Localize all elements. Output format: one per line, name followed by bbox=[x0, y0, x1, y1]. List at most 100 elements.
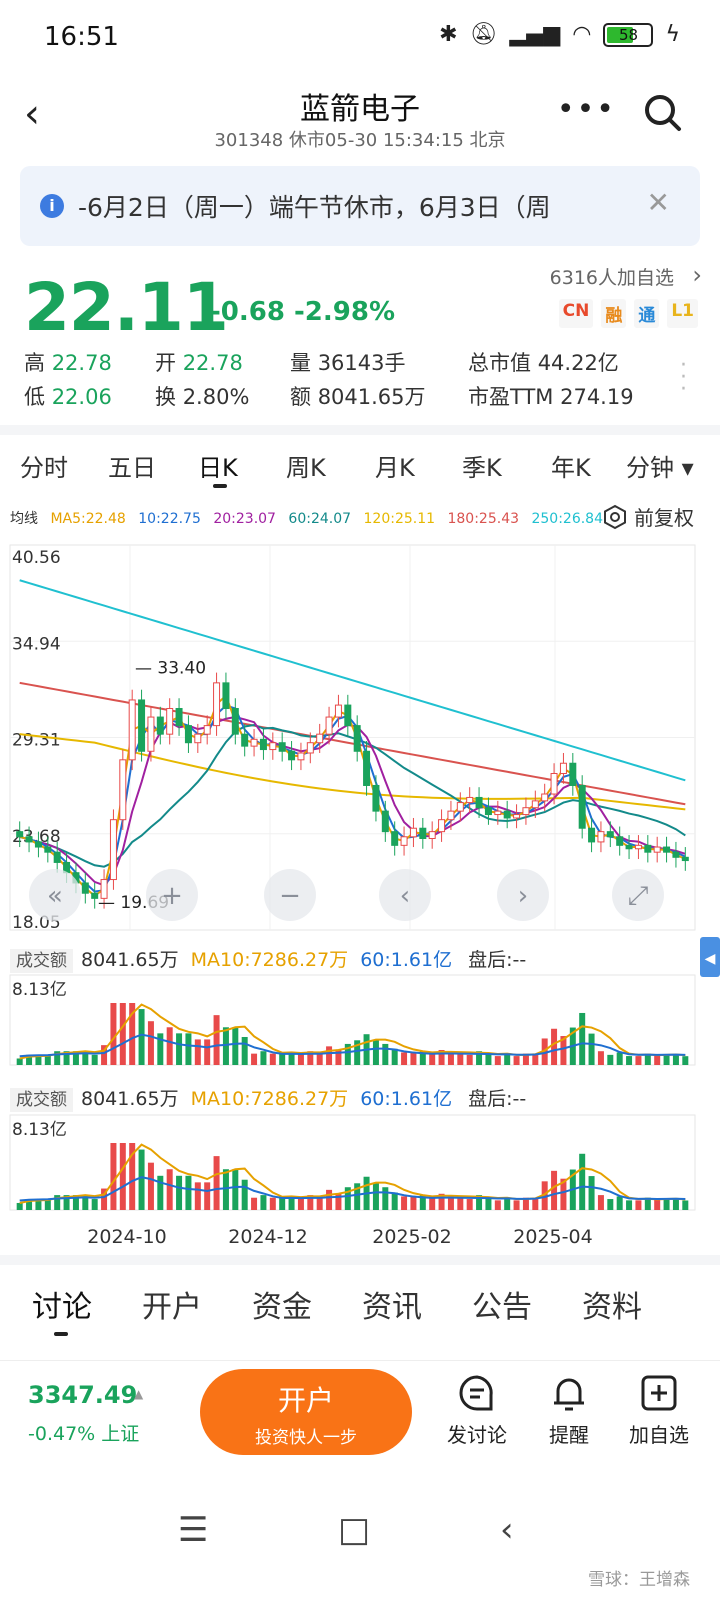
volume-bar bbox=[110, 1143, 117, 1210]
tab-daily-k[interactable]: 日K bbox=[198, 454, 238, 482]
tab-discussion[interactable]: 讨论 bbox=[32, 1290, 92, 1325]
right-icon-glyph: › bbox=[518, 881, 528, 911]
back-nav-icon[interactable]: ‹ bbox=[500, 1510, 514, 1550]
candle bbox=[663, 846, 671, 853]
candle bbox=[44, 846, 52, 853]
volume-bar bbox=[635, 1056, 642, 1065]
volume-bar bbox=[429, 1053, 436, 1065]
post-discussion-button[interactable]: 发讨论 bbox=[432, 1373, 522, 1448]
open-account-button[interactable]: 开户 投资快人一步 bbox=[200, 1369, 412, 1455]
adjust-toggle[interactable]: 前复权 bbox=[602, 502, 694, 531]
candle bbox=[438, 819, 446, 833]
x-tick-label: 2025-04 bbox=[513, 1226, 592, 1248]
status-bar: 16:51 ✱ 🔕︎ ▂▄▆ ◠ 58 ϟ bbox=[0, 0, 720, 80]
collapse-tab-icon: ◀ bbox=[705, 951, 716, 967]
close-icon[interactable]: ✕ bbox=[646, 186, 670, 219]
volume-bar bbox=[335, 1049, 342, 1065]
volume-bar bbox=[35, 1199, 42, 1210]
volume-bar bbox=[616, 1052, 623, 1065]
volume-bar bbox=[532, 1053, 539, 1065]
search-icon[interactable] bbox=[642, 92, 682, 132]
tab-intraday[interactable]: 分时 bbox=[20, 454, 68, 482]
tab-monthly-k[interactable]: 月K bbox=[375, 454, 415, 482]
menu-icon[interactable]: ☰ bbox=[178, 1510, 209, 1550]
left-icon-glyph: ‹ bbox=[400, 881, 410, 911]
home-icon[interactable]: □ bbox=[338, 1510, 371, 1550]
content-tabs: 讨论 开户 资金 资讯 公告 资料 bbox=[0, 1272, 720, 1342]
volume-bar bbox=[682, 1200, 689, 1210]
tab-indicator bbox=[213, 484, 227, 488]
zoom-in-icon bbox=[146, 869, 198, 921]
volume-bar bbox=[551, 1170, 558, 1210]
volume-bar bbox=[410, 1052, 417, 1065]
volume-bar bbox=[269, 1197, 276, 1210]
volume-bar bbox=[147, 1162, 154, 1210]
volume-bar bbox=[251, 1053, 258, 1065]
follower-count[interactable]: 6316人加自选 bbox=[549, 267, 674, 289]
candle bbox=[119, 759, 127, 821]
more-icon[interactable]: ••• bbox=[556, 92, 616, 127]
volume-header: 成交额 8041.65万 MA10:7286.27万 60:1.61亿 盘后:-- bbox=[10, 945, 526, 973]
tab-news[interactable]: 资讯 bbox=[362, 1290, 422, 1325]
chevron-right-icon[interactable]: › bbox=[692, 261, 702, 289]
volume-bar bbox=[44, 1054, 51, 1065]
tab-quarterly-k[interactable]: 季K bbox=[462, 454, 502, 482]
candle bbox=[672, 851, 680, 858]
index-change[interactable]: -0.47% 上证 bbox=[28, 1423, 140, 1445]
candle bbox=[156, 716, 164, 735]
system-nav: ☰ □ ‹ bbox=[0, 1480, 720, 1600]
candle bbox=[513, 814, 521, 819]
tab-5day[interactable]: 五日 bbox=[108, 454, 156, 482]
settings-icon bbox=[604, 504, 626, 529]
volume-bar bbox=[288, 1052, 295, 1065]
ma-legend[interactable]: 均线 MA5:22.48 10:22.75 20:23.07 60:24.07 … bbox=[10, 508, 611, 528]
tab-profile[interactable]: 资料 bbox=[582, 1290, 642, 1325]
tab-weekly-k[interactable]: 周K bbox=[286, 454, 326, 482]
volume-bar bbox=[232, 1169, 239, 1210]
volume-bar bbox=[626, 1056, 633, 1065]
divider bbox=[0, 1255, 720, 1265]
tag-cn: CN bbox=[558, 299, 594, 328]
tab-indicator bbox=[54, 1332, 68, 1336]
candle bbox=[213, 682, 221, 727]
adjust-label: 前复权 bbox=[634, 506, 694, 530]
x-tick-label: 2024-12 bbox=[228, 1226, 307, 1248]
back-button[interactable]: ‹ bbox=[24, 91, 40, 137]
volume-bar bbox=[635, 1200, 642, 1210]
candle bbox=[353, 725, 361, 752]
volume-bar bbox=[551, 1028, 558, 1065]
tab-open-account[interactable]: 开户 bbox=[142, 1290, 202, 1325]
candle bbox=[494, 810, 502, 816]
ma20-value: 20:23.07 bbox=[213, 511, 276, 527]
volume-bar bbox=[101, 1045, 108, 1065]
volume-bar bbox=[663, 1054, 670, 1065]
volume-bar bbox=[288, 1196, 295, 1210]
volume-bar bbox=[485, 1053, 492, 1065]
tab-yearly-k[interactable]: 年K bbox=[551, 454, 591, 482]
candle bbox=[644, 844, 652, 853]
candle bbox=[400, 836, 408, 846]
tab-funds[interactable]: 资金 bbox=[252, 1290, 312, 1325]
volume-bar bbox=[532, 1197, 539, 1210]
wifi-icon: ◠ bbox=[572, 22, 592, 47]
collapse-tab bbox=[700, 937, 720, 977]
add-watchlist-button[interactable]: 加自选 bbox=[614, 1373, 704, 1448]
tab-announcements[interactable]: 公告 bbox=[472, 1290, 532, 1325]
candle bbox=[653, 846, 661, 853]
volume-bar bbox=[72, 1195, 79, 1210]
expand-icon[interactable]: · · · bbox=[680, 353, 687, 402]
volume-bar bbox=[457, 1196, 464, 1210]
candle bbox=[34, 841, 42, 848]
volume-bar bbox=[44, 1199, 51, 1210]
volume-bar bbox=[54, 1051, 61, 1065]
volume-bar bbox=[616, 1196, 623, 1210]
volume-bar bbox=[494, 1056, 501, 1065]
candle bbox=[391, 831, 399, 846]
volume-bar bbox=[597, 1195, 604, 1210]
candle bbox=[16, 831, 24, 838]
tab-minute[interactable]: 分钟 ▾ bbox=[626, 454, 694, 482]
alert-button[interactable]: 提醒 bbox=[524, 1373, 614, 1448]
index-value[interactable]: 3347.49 bbox=[28, 1381, 138, 1409]
holiday-notice[interactable]: i -6月2日（周一）端午节休市，6月3日（周 ✕ bbox=[20, 166, 700, 246]
